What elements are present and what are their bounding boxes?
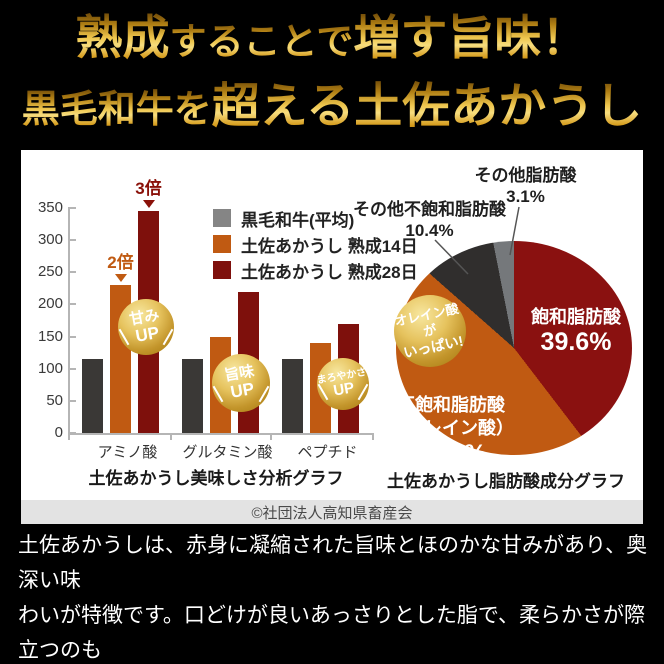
description-text: 土佐あかうしは、赤身に凝縮された旨味とほのかな甘みがあり、奥深い味 わいが特徴で… bbox=[18, 534, 648, 662]
x-tick bbox=[170, 435, 172, 440]
copyright-strip: ©社団法人高知県畜産会 bbox=[21, 500, 643, 524]
headline-line1: 熟成することで増す旨味！ bbox=[0, 12, 664, 77]
multiplier-text: 2倍 bbox=[107, 253, 134, 273]
slice-percent: 39.6% bbox=[540, 328, 612, 356]
headline-text: 超える土佐あかうし bbox=[211, 80, 643, 133]
y-tick bbox=[70, 239, 76, 242]
x-tick bbox=[372, 435, 374, 440]
header: 熟成することで増す旨味！ 黒毛和牛を超える土佐あかうし bbox=[0, 0, 664, 150]
y-tick bbox=[70, 207, 76, 209]
bar bbox=[82, 359, 103, 433]
category-label: ペプチド bbox=[297, 444, 358, 461]
shine-line-icon bbox=[162, 328, 174, 346]
x-tick bbox=[68, 435, 70, 440]
y-tick-label: 100 bbox=[37, 359, 63, 377]
y-tick bbox=[70, 335, 76, 338]
x-tick bbox=[270, 435, 272, 440]
y-tick-label: 250 bbox=[37, 263, 63, 281]
legend-item: 土佐あかうし 熟成14日 bbox=[213, 231, 418, 257]
shine-line-icon bbox=[258, 385, 270, 403]
y-tick-label: 200 bbox=[37, 295, 63, 313]
legend-item: 黒毛和牛(平均) bbox=[213, 205, 418, 231]
legend-swatch bbox=[213, 235, 231, 253]
badge-text: オレイン酸が いっぱい! bbox=[390, 300, 470, 362]
headline-text: することで bbox=[169, 22, 354, 63]
legend-label: 土佐あかうし 熟成28日 bbox=[241, 262, 418, 282]
y-tick-label: 150 bbox=[37, 327, 63, 345]
multiplier-text: 3倍 bbox=[135, 179, 162, 199]
y-tick-label: 350 bbox=[37, 199, 63, 216]
down-arrow-icon bbox=[142, 200, 155, 209]
bar bbox=[182, 359, 203, 433]
headline-text: 増す旨味！ bbox=[353, 13, 589, 65]
headline-line2: 黒毛和牛を超える土佐あかうし bbox=[0, 81, 664, 144]
y-tick-label: 300 bbox=[37, 231, 63, 249]
legend-swatch bbox=[213, 209, 231, 227]
badge-sweetness-up: 甘み UP bbox=[118, 299, 174, 355]
y-tick bbox=[70, 367, 76, 370]
pie-label-other-fat: その他脂肪酸 3.1% bbox=[453, 165, 598, 207]
bar-chart-y-axis bbox=[68, 207, 70, 434]
legend-swatch bbox=[213, 261, 231, 279]
badge-line2: UP bbox=[134, 322, 161, 346]
bar-chart-caption: 土佐あかうし美味しさ分析グラフ bbox=[88, 469, 344, 488]
multiplier-annotation: 3倍 bbox=[119, 179, 179, 209]
headline-text: 黒毛和牛を bbox=[21, 89, 212, 131]
badge-text: 甘み UP bbox=[128, 307, 163, 347]
badge-text: 旨味 UP bbox=[223, 363, 258, 403]
y-tick bbox=[70, 432, 76, 434]
legend-item: 土佐あかうし 熟成28日 bbox=[213, 257, 418, 283]
category-label: アミノ酸 bbox=[97, 444, 158, 461]
pie-label-other-unsaturated: その他不飽和脂肪酸 10.4% bbox=[347, 199, 512, 241]
slice-percent: 3.1% bbox=[506, 187, 545, 206]
pie-label-unsaturated: 不飽和脂肪酸 （オレイン酸） 46.9% bbox=[371, 394, 531, 469]
slice-label: その他脂肪酸 bbox=[474, 166, 577, 185]
y-tick-label: 0 bbox=[54, 424, 63, 441]
legend-label: 黒毛和牛(平均) bbox=[241, 210, 355, 230]
legend: 黒毛和牛(平均) 土佐あかうし 熟成14日 土佐あかうし 熟成28日 bbox=[213, 205, 418, 283]
pie-label-saturated: 飽和脂肪酸 39.6% bbox=[501, 306, 651, 356]
slice-percent: 46.9% bbox=[415, 440, 487, 468]
y-tick bbox=[70, 399, 76, 402]
badge-mellowness-up: まろやかさ UP bbox=[316, 358, 369, 410]
y-tick bbox=[70, 271, 76, 274]
slice-label: 飽和脂肪酸 bbox=[531, 307, 621, 327]
slice-label: 不飽和脂肪酸 （オレイン酸） bbox=[388, 395, 514, 438]
charts-panel: 0 50 100 150 200 250 300 350 アミノ酸 グルタミン酸 ペプチド 2倍 3… bbox=[21, 150, 643, 500]
slice-percent: 10.4% bbox=[405, 221, 454, 240]
bar bbox=[282, 359, 303, 433]
category-label: グルタミン酸 bbox=[182, 444, 273, 461]
bar-chart-x-axis bbox=[68, 433, 374, 435]
badge-oleic-acid: オレイン酸が いっぱい! bbox=[393, 295, 466, 367]
multiplier-annotation: 2倍 bbox=[91, 253, 151, 283]
badge-umami-up: 旨味 UP bbox=[212, 354, 270, 412]
pie-chart-caption: 土佐あかうし脂肪酸成分グラフ bbox=[387, 472, 625, 491]
slice-label: その他不飽和脂肪酸 bbox=[353, 200, 506, 219]
badge-line2: UP bbox=[229, 378, 256, 402]
headline-text: 熟成 bbox=[75, 13, 170, 65]
y-tick-label: 50 bbox=[46, 391, 63, 409]
legend-label: 土佐あかうし 熟成14日 bbox=[241, 236, 418, 256]
copyright-text: ©社団法人高知県畜産会 bbox=[251, 504, 413, 522]
down-arrow-icon bbox=[114, 274, 127, 283]
y-tick bbox=[70, 303, 76, 306]
